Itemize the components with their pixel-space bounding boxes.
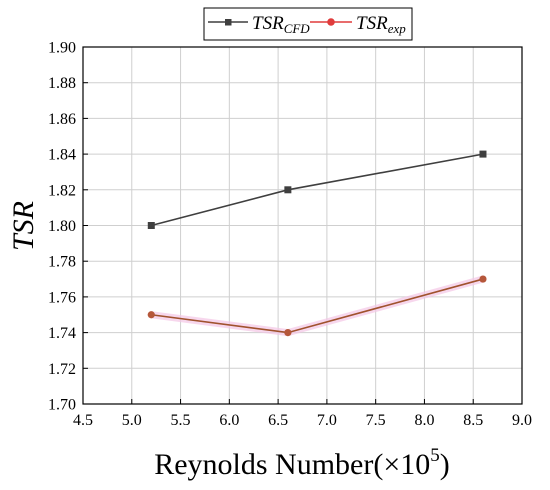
data-point-cfd — [284, 186, 292, 194]
legend-marker-cfd — [225, 19, 232, 26]
legend-label-cfd: TSRCFD — [252, 13, 310, 36]
legend: TSRCFD TSRexp — [203, 7, 413, 41]
data-point-exp — [147, 311, 155, 319]
x-tick-label: 8.5 — [463, 412, 483, 429]
x-tick-labels: 4.5 5.0 5.5 6.0 6.5 7.0 7.5 8.0 8.5 9.0 — [73, 412, 532, 429]
x-tick-label: 8.0 — [414, 412, 434, 429]
data-point-exp — [284, 329, 292, 337]
x-tick-label: 6.0 — [219, 412, 239, 429]
y-tick-label: 1.88 — [48, 75, 76, 92]
axis-ticks — [82, 46, 523, 405]
x-tick-label: 5.5 — [171, 412, 191, 429]
x-tick-label: 6.5 — [268, 412, 288, 429]
legend-marker-exp — [327, 18, 335, 26]
series-layer — [147, 150, 487, 337]
x-tick-label: 7.5 — [366, 412, 386, 429]
y-tick-label: 1.80 — [48, 218, 76, 235]
x-axis-title: Reynolds Number(×105) — [154, 445, 450, 481]
y-tick-label: 1.72 — [48, 361, 76, 378]
x-tick-label: 9.0 — [512, 412, 532, 429]
series-exp — [147, 275, 487, 337]
legend-label-exp: TSRexp — [356, 13, 406, 36]
series-cfd — [147, 150, 487, 229]
x-tick-label: 7.0 — [317, 412, 337, 429]
legend-box — [203, 7, 413, 41]
x-tick-label: 4.5 — [73, 412, 93, 429]
y-tick-label: 1.84 — [48, 147, 76, 164]
y-tick-label: 1.78 — [48, 254, 76, 271]
y-tick-label: 1.76 — [48, 289, 76, 306]
data-point-exp — [479, 275, 487, 283]
x-tick-label: 5.0 — [122, 412, 142, 429]
y-tick-label: 1.86 — [48, 111, 76, 128]
y-tick-label: 1.90 — [48, 40, 76, 57]
y-tick-labels: 1.70 1.72 1.74 1.76 1.78 1.80 1.82 1.84 1.86 1.88… — [48, 40, 76, 414]
data-point-cfd — [479, 150, 487, 158]
data-point-cfd — [147, 222, 155, 229]
y-tick-label: 1.82 — [48, 182, 76, 199]
y-tick-label: 1.74 — [48, 325, 76, 342]
y-tick-label: 1.70 — [48, 397, 76, 414]
y-axis-title: TSR — [7, 201, 40, 251]
